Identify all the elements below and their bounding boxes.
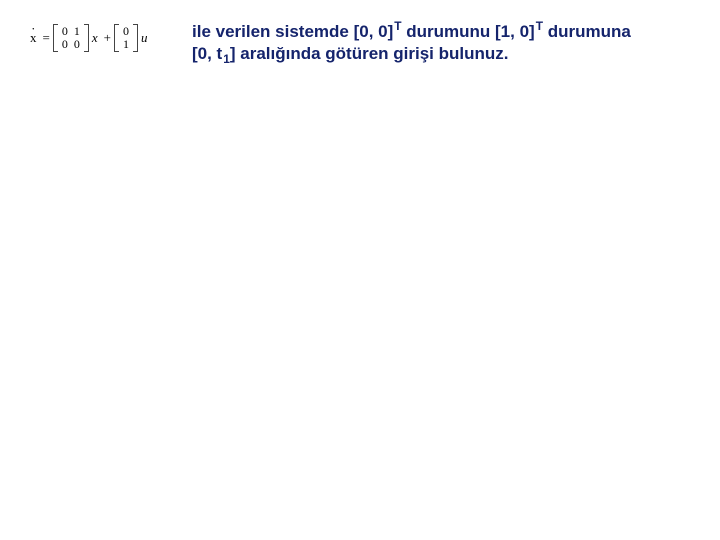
x-dot-symbol: x — [30, 30, 37, 46]
l1-sup2: T — [536, 19, 543, 33]
state-equation: x = 0 1 0 0 x + 0 1 u — [30, 24, 150, 52]
slide: x = 0 1 0 0 x + 0 1 u ile verile — [0, 0, 720, 540]
lhs: x — [30, 30, 37, 46]
B-1-0: 1 — [123, 38, 129, 51]
matrix-B: 0 1 — [114, 24, 138, 52]
l1-p2: durumunu [1, 0] — [402, 22, 535, 41]
plus-sign: + — [104, 30, 111, 46]
line-1: ile verilen sistemde [0, 0]T durumunu [1… — [192, 21, 698, 43]
state-var: x — [92, 30, 98, 46]
l1-p3: durumuna — [543, 22, 631, 41]
A-1-1: 0 — [74, 38, 80, 51]
problem-statement: ile verilen sistemde [0, 0]T durumunu [1… — [192, 21, 698, 65]
bracket-right — [84, 24, 89, 52]
l2-p2: ] aralığında götüren girişi bulunuz. — [230, 44, 509, 63]
equals-sign: = — [43, 30, 50, 46]
bracket-right — [133, 24, 138, 52]
l2-p1: [0, t — [192, 44, 222, 63]
input-var: u — [141, 30, 148, 46]
matrix-A: 0 1 0 0 — [53, 24, 89, 52]
l2-sub: 1 — [223, 52, 230, 66]
matrix-A-cells: 0 1 0 0 — [58, 24, 84, 52]
A-1-0: 0 — [62, 38, 68, 51]
l1-sup1: T — [394, 19, 401, 33]
matrix-B-cells: 0 1 — [119, 24, 133, 52]
l1-p1: ile verilen sistemde [0, 0] — [192, 22, 393, 41]
line-2: [0, t1] aralığında götüren girişi bulunu… — [192, 43, 698, 65]
